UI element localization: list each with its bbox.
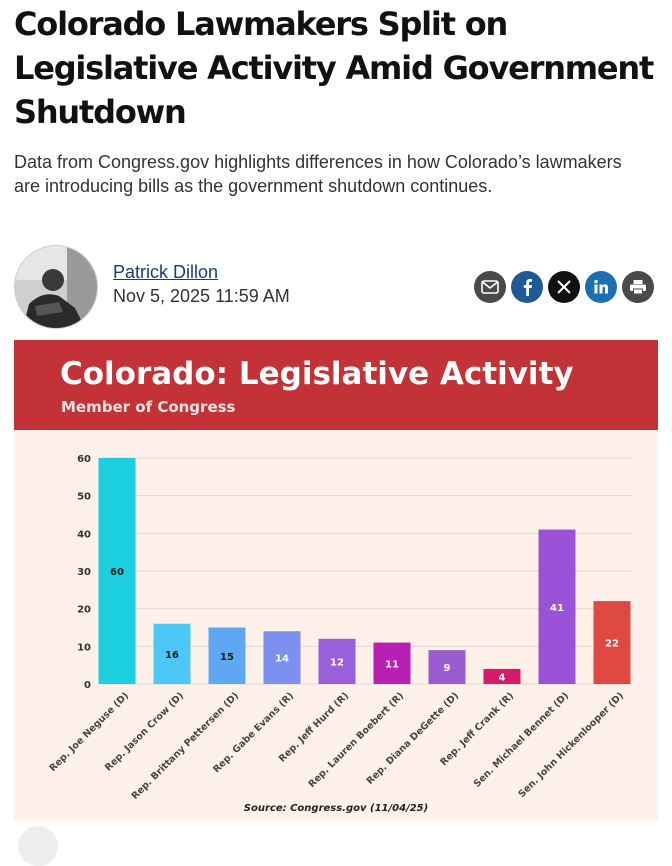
article-dek: Data from Congress.gov highlights differ…	[14, 152, 622, 196]
data-label: 14	[275, 654, 289, 665]
bar	[483, 668, 521, 684]
x-tick-label: Sen. John Hickenlooper (D)	[516, 690, 626, 800]
facebook-icon	[523, 279, 532, 296]
email-share-button[interactable]	[474, 271, 506, 303]
x-tick-label: Rep. Diana DeGette (D)	[365, 690, 462, 787]
bar	[318, 638, 356, 684]
bar	[373, 642, 411, 684]
y-tick-label: 0	[84, 680, 91, 691]
bar	[263, 631, 301, 684]
x-tick-label: Sen. Michael Bennet (D)	[472, 690, 571, 789]
linkedin-icon	[594, 279, 608, 294]
y-tick-label: 40	[77, 529, 91, 540]
facebook-share-button[interactable]	[511, 271, 543, 303]
bar	[428, 650, 466, 684]
y-tick-label: 10	[77, 642, 91, 653]
bar	[153, 623, 191, 684]
comment-avatar	[18, 826, 58, 866]
data-label: 41	[550, 603, 564, 614]
publish-date: Nov 5, 2025 11:59 AM	[113, 286, 290, 306]
y-tick-label: 50	[77, 492, 91, 503]
email-icon	[481, 280, 499, 294]
data-label: 60	[110, 567, 124, 578]
chart-header-banner	[14, 340, 658, 430]
y-tick-label: 30	[77, 567, 91, 578]
bar	[593, 601, 631, 684]
chart-subtitle: Member of Congress	[61, 398, 236, 416]
bar	[208, 627, 246, 684]
bar	[98, 458, 136, 684]
data-label: 4	[499, 672, 506, 683]
print-icon	[630, 280, 646, 295]
bar	[538, 529, 576, 684]
data-label: 9	[444, 663, 451, 674]
y-tick-label: 60	[77, 454, 91, 465]
author-link[interactable]: Patrick Dillon	[113, 262, 219, 282]
data-label: 11	[385, 659, 399, 670]
y-tick-label: 20	[77, 605, 91, 616]
x-tick-label: Rep. Lauren Boebert (R)	[306, 690, 406, 790]
author-photo	[15, 246, 97, 328]
chart-figure: Colorado: Legislative Activity Member of…	[14, 340, 658, 820]
author-avatar[interactable]	[14, 245, 98, 329]
data-label: 16	[165, 650, 179, 661]
x-share-button[interactable]	[548, 271, 580, 303]
data-label: 15	[220, 652, 234, 663]
data-label: 12	[330, 657, 344, 668]
data-label: 22	[605, 639, 619, 650]
chart-title: Colorado: Legislative Activity	[60, 356, 574, 392]
x-tick-label: Rep. Brittany Pettersen (D)	[130, 690, 242, 802]
chart-source: Source: Congress.gov (11/04/25)	[244, 803, 428, 814]
x-icon	[557, 280, 571, 294]
print-share-button[interactable]	[622, 271, 654, 303]
article-headline: Colorado Lawmakers Split on Legislative …	[14, 5, 654, 131]
linkedin-share-button[interactable]	[585, 271, 617, 303]
